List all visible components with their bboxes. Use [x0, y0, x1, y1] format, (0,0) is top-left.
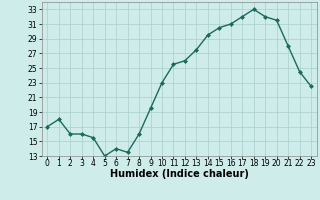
X-axis label: Humidex (Indice chaleur): Humidex (Indice chaleur) — [110, 169, 249, 179]
